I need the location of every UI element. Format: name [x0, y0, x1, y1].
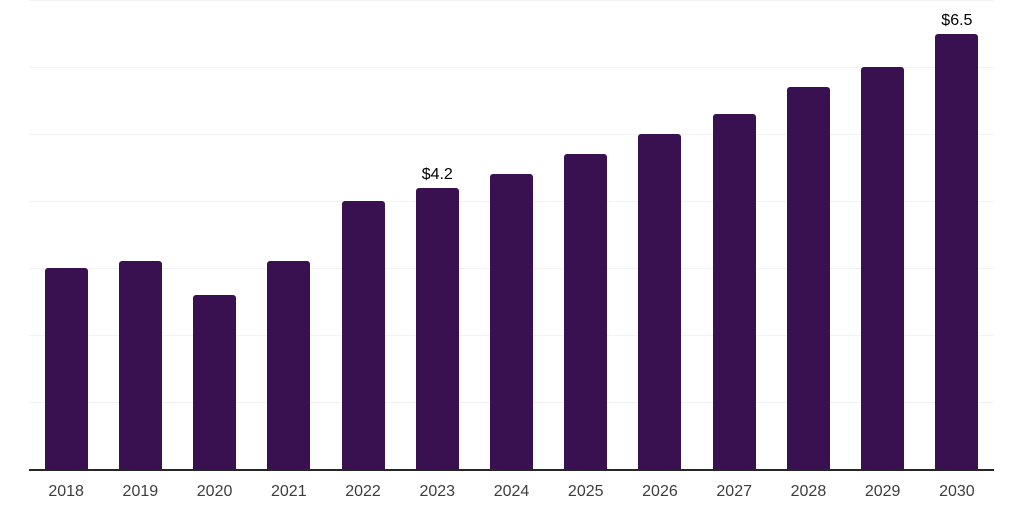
x-tick-2025: 2025 — [567, 483, 604, 500]
x-tick-2018: 2018 — [48, 483, 84, 500]
gridline-6 — [29, 67, 994, 68]
bar-2026 — [638, 134, 682, 469]
gridline-7 — [29, 0, 994, 1]
data-label-2030: $6.5 — [941, 11, 973, 29]
bar-2019 — [118, 261, 162, 469]
bar-2022 — [341, 201, 385, 469]
bar-2025 — [564, 154, 608, 469]
bar-2027 — [712, 113, 756, 469]
x-tick-2029: 2029 — [864, 483, 901, 500]
bar-2029 — [861, 67, 905, 469]
x-tick-2023: 2023 — [419, 483, 456, 500]
bar-2020 — [193, 294, 237, 469]
bar-2023 — [415, 187, 459, 469]
bar-2030 — [935, 33, 979, 469]
bar-2018 — [44, 268, 88, 469]
x-tick-2024: 2024 — [493, 483, 530, 500]
x-tick-2026: 2026 — [642, 483, 678, 500]
bar-2028 — [786, 87, 830, 469]
data-label-2023: $4.2 — [421, 165, 453, 183]
bar-2021 — [267, 261, 311, 469]
gridline-5 — [29, 134, 994, 135]
x-tick-2028: 2028 — [790, 483, 827, 500]
x-tick-2027: 2027 — [716, 483, 752, 500]
x-axis-line — [29, 469, 994, 471]
x-tick-2020: 2020 — [196, 483, 233, 500]
x-tick-2022: 2022 — [345, 483, 381, 500]
x-tick-2019: 2019 — [122, 483, 159, 500]
x-tick-2021: 2021 — [271, 483, 307, 500]
bar-2024 — [490, 174, 533, 469]
x-tick-2030: 2030 — [939, 483, 975, 500]
